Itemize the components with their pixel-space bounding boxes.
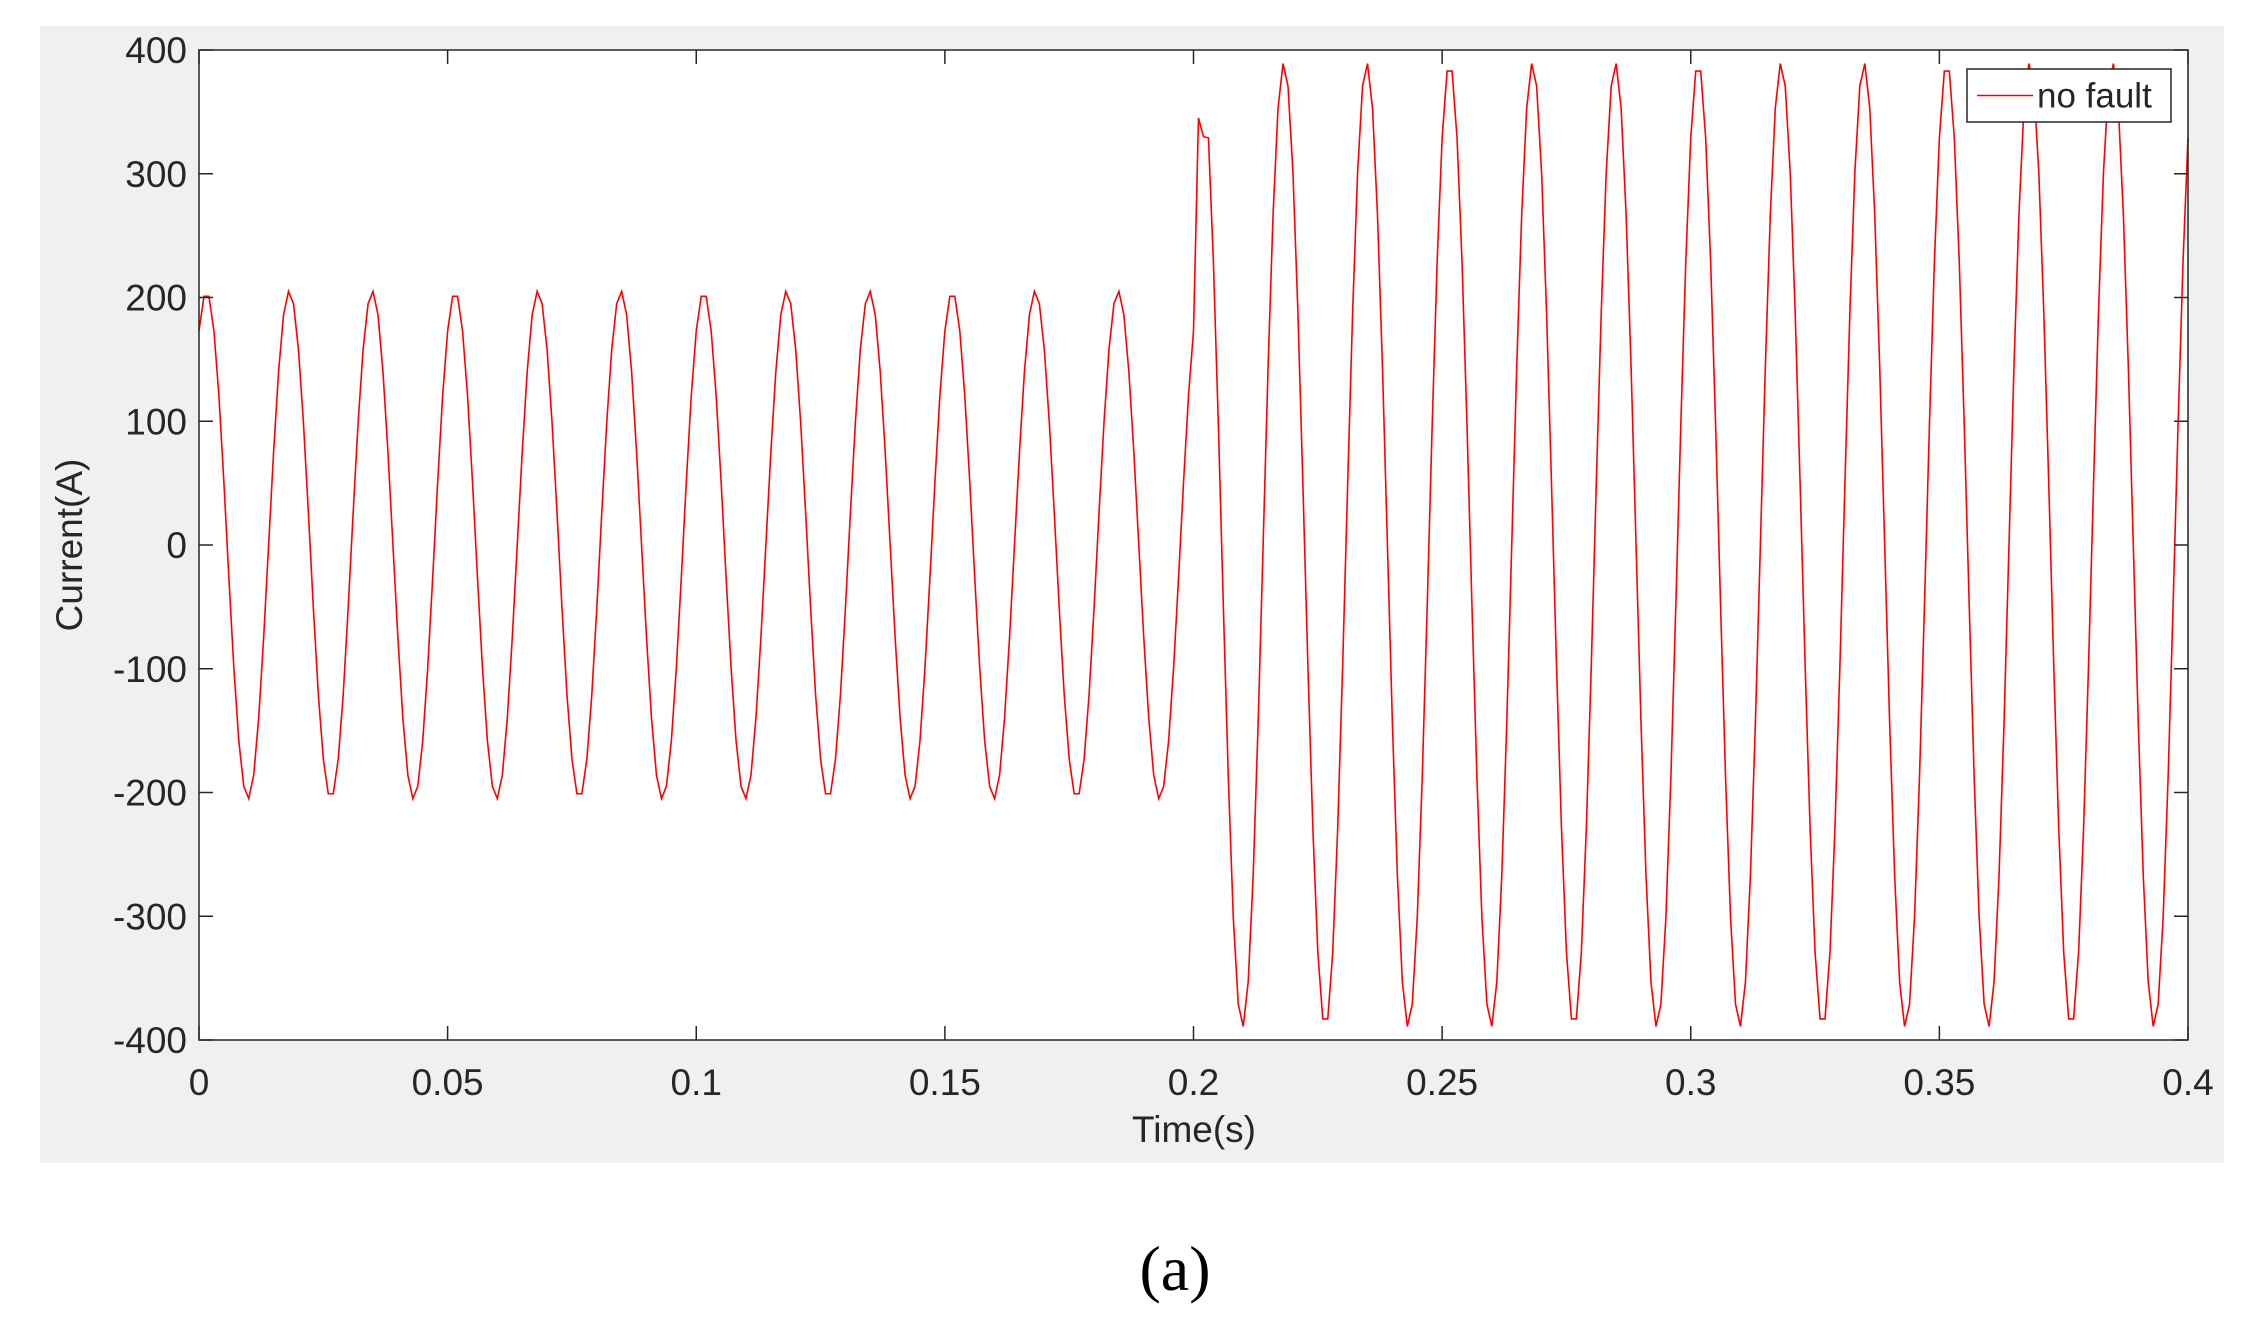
y-tick-label: 300 <box>125 154 187 195</box>
x-tick-label: 0.1 <box>671 1062 722 1103</box>
x-tick-label: 0.05 <box>412 1062 484 1103</box>
x-tick-label: 0 <box>189 1062 210 1103</box>
x-tick-label: 0.3 <box>1665 1062 1716 1103</box>
x-tick-label: 0.2 <box>1168 1062 1219 1103</box>
legend-label: no fault <box>2037 77 2152 116</box>
y-axis-label: Current(A) <box>49 459 90 632</box>
caption: (a) <box>1139 1233 1210 1304</box>
y-tick-label: 400 <box>125 30 187 71</box>
x-tick-label: 0.35 <box>1903 1062 1975 1103</box>
y-tick-label: 200 <box>125 278 187 319</box>
x-axis-label: Time(s) <box>1132 1109 1256 1150</box>
x-tick-label: 0.15 <box>909 1062 981 1103</box>
y-tick-label: -100 <box>113 649 187 690</box>
y-tick-label: 100 <box>125 401 187 442</box>
x-tick-label: 0.25 <box>1406 1062 1478 1103</box>
y-tick-label: -200 <box>113 773 187 814</box>
y-tick-label: -400 <box>113 1020 187 1061</box>
plot-area <box>199 50 2188 1040</box>
data-line <box>198 63 2189 1027</box>
x-tick-label: 0.4 <box>2162 1062 2213 1103</box>
y-tick-label: -300 <box>113 896 187 937</box>
y-tick-label: 0 <box>166 525 187 566</box>
